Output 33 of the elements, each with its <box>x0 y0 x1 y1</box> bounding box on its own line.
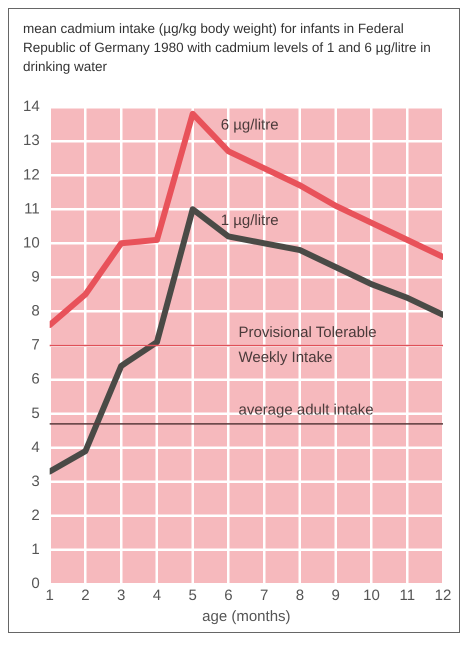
ref-line-label: Provisional Tolerable Weekly Intake <box>238 324 377 366</box>
y-tick-label: 14 <box>22 98 40 116</box>
x-tick-label: 10 <box>363 587 380 604</box>
x-tick-label: 11 <box>399 587 416 604</box>
x-tick-label: 9 <box>332 587 340 604</box>
x-tick-label: 6 <box>224 587 233 604</box>
y-tick-label: 7 <box>31 336 40 354</box>
series-label: 1 µg/litre <box>220 212 279 229</box>
x-tick-label: 2 <box>81 587 90 604</box>
series-label: 6 µg/litre <box>220 116 279 134</box>
x-tick-label: 4 <box>152 587 162 604</box>
ref-line-label: average adult intake <box>238 402 374 419</box>
x-axis-title: age (months) <box>202 608 291 626</box>
y-tick-label: 13 <box>22 132 40 150</box>
chart-title: mean cadmium intake (µg/kg body weight) for infants in Federal Republic of Germany 1980 with cadmium levels of 1 and 6 µg/litre in drinking water <box>22 20 432 76</box>
y-tick-label: 9 <box>31 268 40 286</box>
y-tick-label: 0 <box>31 575 40 592</box>
x-tick-label: 3 <box>117 587 126 604</box>
x-tick-label: 8 <box>296 587 304 604</box>
y-tick-label: 10 <box>22 234 40 252</box>
x-tick-label: 5 <box>188 587 197 604</box>
y-tick-label: 11 <box>24 200 40 218</box>
y-tick-label: 6 <box>31 370 40 388</box>
y-tick-label: 4 <box>31 438 40 456</box>
x-tick-label: 1 <box>46 587 54 604</box>
y-tick-label: 3 <box>31 472 40 490</box>
y-tick-label: 12 <box>22 166 40 184</box>
y-tick-label: 8 <box>31 302 40 320</box>
x-tick-label: 7 <box>260 587 268 604</box>
y-tick-label: 5 <box>31 404 40 422</box>
y-tick-label: 1 <box>31 541 40 558</box>
y-tick-label: 2 <box>31 507 40 524</box>
x-tick-label: 12 <box>434 587 452 604</box>
